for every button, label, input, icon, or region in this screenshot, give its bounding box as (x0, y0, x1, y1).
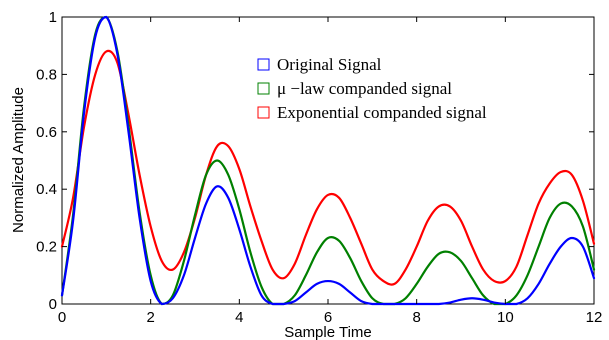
series-line-0 (60, 15, 596, 306)
series-layer (60, 15, 596, 306)
legend-swatch (257, 82, 270, 95)
plot-area (61, 16, 595, 305)
x-tick-label: 2 (146, 309, 154, 326)
legend: Original Signal μ −law companded signal Ex… (257, 55, 487, 122)
x-tick-label: 12 (586, 309, 603, 326)
y-tick-label: 1 (49, 9, 57, 26)
y-axis-ticks: 0 0.2 0.4 0.6 0.8 1 (36, 9, 594, 313)
y-axis-label: Normalized Amplitude (10, 87, 27, 233)
x-tick-label: 8 (412, 309, 420, 326)
y-tick-label: 0.8 (36, 66, 57, 83)
y-tick-label: 0 (49, 296, 57, 313)
legend-label: Original Signal (277, 55, 382, 74)
y-tick-label: 0.2 (36, 239, 57, 256)
x-tick-label: 4 (235, 309, 243, 326)
plot-frame (61, 16, 595, 305)
x-tick-label: 6 (324, 309, 332, 326)
x-tick-label: 10 (497, 309, 514, 326)
legend-label: μ −law companded signal (277, 79, 452, 98)
x-tick-label: 0 (58, 309, 66, 326)
series-line-2 (60, 49, 596, 286)
x-axis-label: Sample Time (284, 324, 372, 340)
legend-label: Exponential companded signal (277, 103, 487, 122)
y-tick-label: 0.4 (36, 181, 57, 198)
legend-swatch (257, 106, 270, 119)
x-axis-ticks: 0 2 4 6 8 10 12 (58, 17, 603, 326)
y-tick-label: 0.6 (36, 124, 57, 141)
legend-swatch (257, 58, 270, 71)
